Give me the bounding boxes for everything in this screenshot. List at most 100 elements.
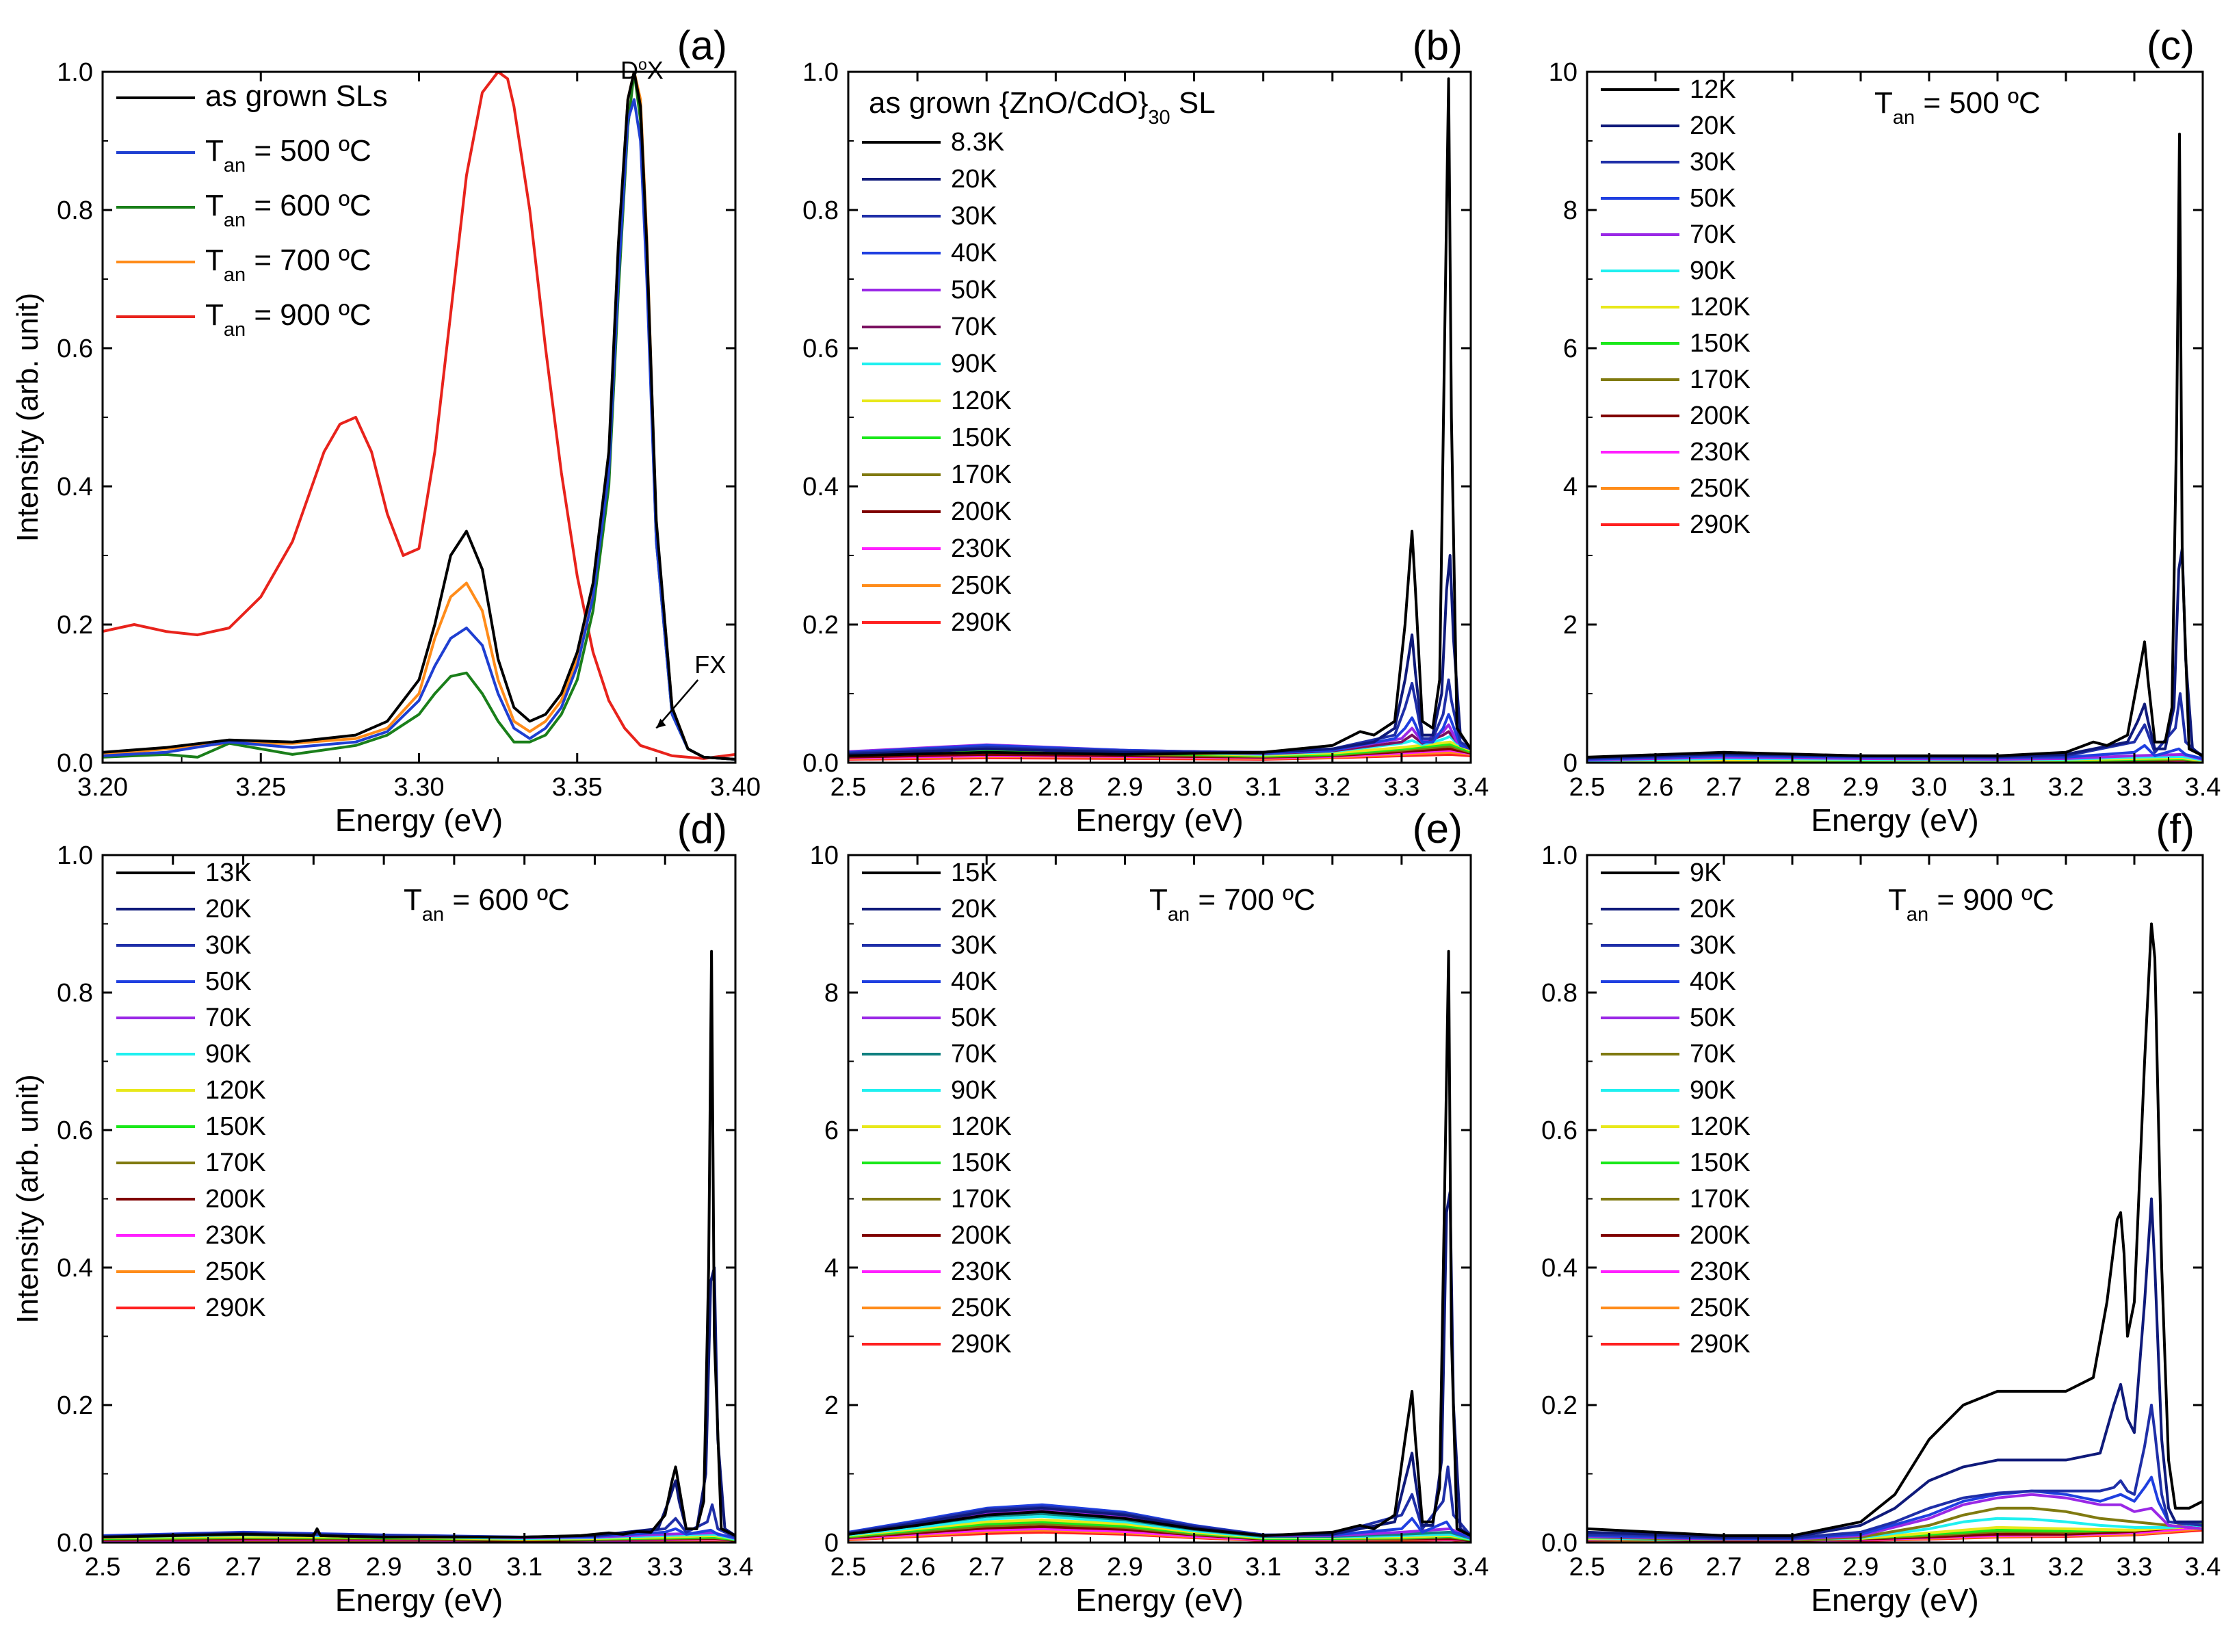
- y-tick-label: 6: [824, 1116, 839, 1145]
- y-tick-label: 0.2: [57, 611, 93, 640]
- x-tick-label: 3.2: [1314, 1553, 1350, 1582]
- x-axis-label: Energy (eV): [1811, 1582, 1978, 1618]
- x-tick-label: 3.40: [710, 773, 761, 802]
- y-tick-label: 8: [1563, 196, 1577, 225]
- x-tick-label: 3.2: [2048, 1553, 2084, 1582]
- legend-entry: 20K: [205, 895, 252, 923]
- legend-entry: 90K: [951, 1076, 997, 1105]
- legend-entry: 290K: [1690, 1330, 1751, 1359]
- y-tick-label: 0.0: [57, 1529, 93, 1558]
- series-line-8-3k: [848, 77, 1471, 757]
- x-tick-label: 3.3: [647, 1553, 683, 1582]
- legend-entry: 250K: [951, 571, 1012, 600]
- x-tick-label: 3.4: [1453, 773, 1489, 802]
- x-tick-label: 2.8: [1775, 773, 1811, 802]
- x-tick-label: 2.9: [1107, 1553, 1143, 1582]
- legend-entry: 230K: [1690, 438, 1751, 467]
- x-tick-label: 2.6: [155, 1553, 191, 1582]
- legend: 15K 20K 30K 40K 50K 70K 90K 120K 150K 170K 200K 230…: [862, 858, 1012, 1359]
- legend-entry: Tan = 600 ºC: [205, 189, 371, 231]
- legend-entry: 120K: [951, 1112, 1012, 1141]
- panel-label: (e): [1413, 806, 1463, 852]
- x-tick-label: 2.8: [1775, 1553, 1811, 1582]
- y-tick-label: 8: [824, 979, 839, 1008]
- x-tick-label: 3.30: [394, 773, 445, 802]
- y-tick-label: 10: [1549, 58, 1577, 87]
- y-tick-label: 0.0: [1541, 1529, 1577, 1558]
- legend-entry: 30K: [951, 931, 997, 960]
- x-tick-label: 3.0: [1176, 1553, 1212, 1582]
- legend-entry: 20K: [951, 895, 997, 923]
- y-tick-label: 0.4: [802, 473, 839, 501]
- legend-entry: 170K: [951, 460, 1012, 489]
- y-tick-label: 0.2: [57, 1391, 93, 1420]
- series-group: [1587, 922, 2203, 1543]
- series-line-30k: [1587, 1404, 2203, 1539]
- series-line-9k: [1587, 922, 2203, 1537]
- y-tick-label: 4: [1563, 473, 1577, 501]
- x-tick-label: 2.6: [900, 773, 936, 802]
- series-line-20k: [848, 554, 1471, 756]
- legend: 13K 20K 30K 50K 70K 90K 120K 150K 170K 200K 230K 25…: [116, 858, 266, 1322]
- x-tick-label: 2.7: [225, 1553, 261, 1582]
- y-axis-label: Intensity (arb. unit): [11, 293, 44, 542]
- legend-entry: 150K: [951, 423, 1012, 452]
- y-tick-label: 1.0: [802, 58, 839, 87]
- x-tick-label: 2.9: [1843, 1553, 1879, 1582]
- x-tick-label: 3.2: [1314, 773, 1350, 802]
- x-tick-label: 3.4: [718, 1553, 754, 1582]
- legend-entry: 170K: [1690, 1185, 1751, 1214]
- y-tick-label: 0.4: [57, 473, 93, 501]
- legend-entry: 30K: [205, 931, 252, 960]
- panel-title: as grown {ZnO/CdO}30 SL: [869, 86, 1216, 129]
- x-tick-label: 2.9: [1107, 773, 1143, 802]
- panel-f: 2.5 2.6 2.7 2.8 2.9 3.0 3.1 3.2 3.3 3.4 0.0 0.2 0.4 0…: [1541, 806, 2221, 1618]
- legend-entry: 20K: [1690, 112, 1736, 140]
- legend-entry: 200K: [205, 1185, 266, 1214]
- series-group: [848, 949, 1471, 1543]
- legend-entry: 15K: [951, 858, 997, 887]
- x-tick-label: 2.5: [1569, 1553, 1606, 1582]
- x-tick-label: 3.1: [1245, 773, 1281, 802]
- legend-entry: 70K: [951, 1040, 997, 1068]
- legend-entry: 40K: [1690, 967, 1736, 996]
- x-tick-label: 3.20: [77, 773, 128, 802]
- series-line-20k: [103, 1266, 735, 1538]
- x-axis-label: Energy (eV): [1075, 1582, 1243, 1618]
- legend-entry: Tan = 900 ºC: [205, 298, 371, 341]
- legend-entry: 150K: [1690, 329, 1751, 358]
- x-tick-label: 2.5: [830, 773, 867, 802]
- x-axis-label: Energy (eV): [1811, 802, 1978, 838]
- legend-entry: 30K: [1690, 931, 1736, 960]
- x-tick-label: 2.8: [296, 1553, 332, 1582]
- legend-entry: 120K: [951, 386, 1012, 415]
- legend-entry: 50K: [951, 276, 997, 304]
- series-line-15k: [848, 949, 1471, 1537]
- x-tick-label: 3.2: [2048, 773, 2084, 802]
- series-line-as-grown-sls: [103, 72, 735, 761]
- legend-entry: 70K: [1690, 1040, 1736, 1068]
- legend-entry: 20K: [1690, 895, 1736, 923]
- x-axis-label: Energy (eV): [1075, 802, 1243, 838]
- legend-entry: 70K: [205, 1004, 252, 1032]
- y-tick-label: 1.0: [57, 841, 93, 870]
- y-tick-label: 2: [1563, 611, 1577, 640]
- plot-frame: [847, 854, 1472, 1544]
- y-tick-label: 0.2: [1541, 1391, 1577, 1420]
- legend-entry: 50K: [1690, 1004, 1736, 1032]
- panel-b: 2.5 2.6 2.7 2.8 2.9 3.0 3.1 3.2 3.3 3.4 0.0 0.2 0.4 0…: [802, 23, 1489, 838]
- legend-entry: 290K: [1690, 510, 1751, 539]
- y-axis-label: Intensity (arb. unit): [11, 1074, 44, 1323]
- legend-entry: 90K: [1690, 1076, 1736, 1105]
- panel-e: 2.5 2.6 2.7 2.8 2.9 3.0 3.1 3.2 3.3 3.4 0 2 4 6 8 10 Ene…: [810, 806, 1489, 1618]
- x-tick-label: 3.1: [1980, 773, 2016, 802]
- series-line-12k: [1587, 132, 2203, 759]
- legend-entry: 120K: [1690, 1112, 1751, 1141]
- panel-label: (c): [2147, 23, 2195, 68]
- y-tick-label: 0: [1563, 749, 1577, 778]
- panel-a: 3.20 3.25 3.30 3.35 3.40 0.0 0.2 0.4 0.6 0.8 1.0 En…: [11, 23, 761, 838]
- legend-entry: 150K: [205, 1112, 266, 1141]
- series-line-20k: [848, 1190, 1471, 1537]
- series-group: [103, 949, 735, 1543]
